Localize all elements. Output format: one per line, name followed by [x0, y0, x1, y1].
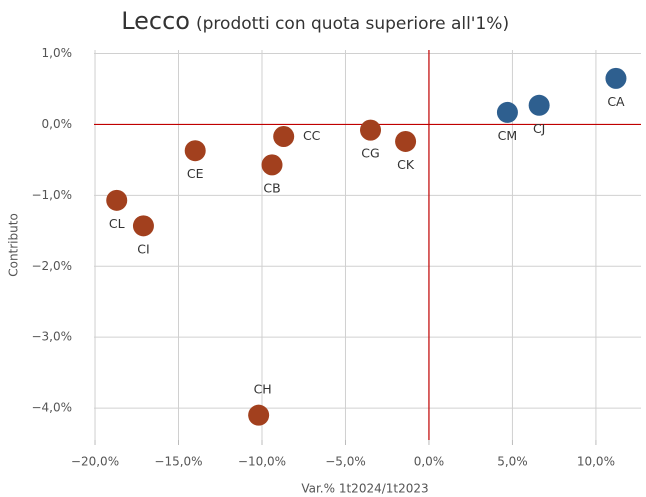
point — [248, 404, 270, 426]
point-label: CG — [361, 146, 379, 161]
point-label: CC — [303, 128, 321, 143]
y-tick-label: −4,0% — [31, 401, 72, 415]
point — [132, 215, 154, 237]
y-tick-label: −1,0% — [31, 188, 72, 202]
point-label: CJ — [533, 121, 545, 136]
point — [395, 130, 417, 152]
x-tick-label: −15,0% — [154, 455, 202, 469]
chart-title: Lecco — [121, 7, 190, 35]
point-label: CM — [498, 128, 518, 143]
point-label: CB — [263, 180, 280, 195]
x-axis-title: Var.% 1t2024/1t2023 — [301, 482, 428, 496]
point-label: CL — [109, 216, 125, 231]
chart-subtitle: (prodotti con quota superiore all'1%) — [196, 14, 509, 34]
y-tick-label: 1,0% — [42, 46, 73, 60]
point — [184, 140, 206, 162]
point-label: CH — [254, 382, 272, 397]
x-tick-label: 0,0% — [414, 455, 445, 469]
x-tick-label: 5,0% — [497, 455, 528, 469]
x-tick-label: 10,0% — [577, 455, 615, 469]
y-tick-label: −3,0% — [31, 330, 72, 344]
y-axis-title: Contributo — [7, 213, 21, 277]
point-label: CE — [187, 166, 204, 181]
point — [528, 94, 550, 116]
x-tick-label: −10,0% — [238, 455, 286, 469]
point-label: CK — [397, 157, 415, 172]
point-label: CA — [607, 94, 625, 109]
point-label: CI — [137, 241, 149, 256]
y-tick-label: −2,0% — [31, 259, 72, 273]
point — [605, 67, 627, 89]
point — [496, 101, 518, 123]
point — [360, 119, 382, 141]
x-tick-label: −20,0% — [71, 455, 119, 469]
x-tick-label: −5,0% — [325, 455, 366, 469]
point — [106, 189, 128, 211]
point — [261, 154, 283, 176]
point — [273, 126, 295, 148]
y-tick-label: 0,0% — [42, 117, 73, 131]
